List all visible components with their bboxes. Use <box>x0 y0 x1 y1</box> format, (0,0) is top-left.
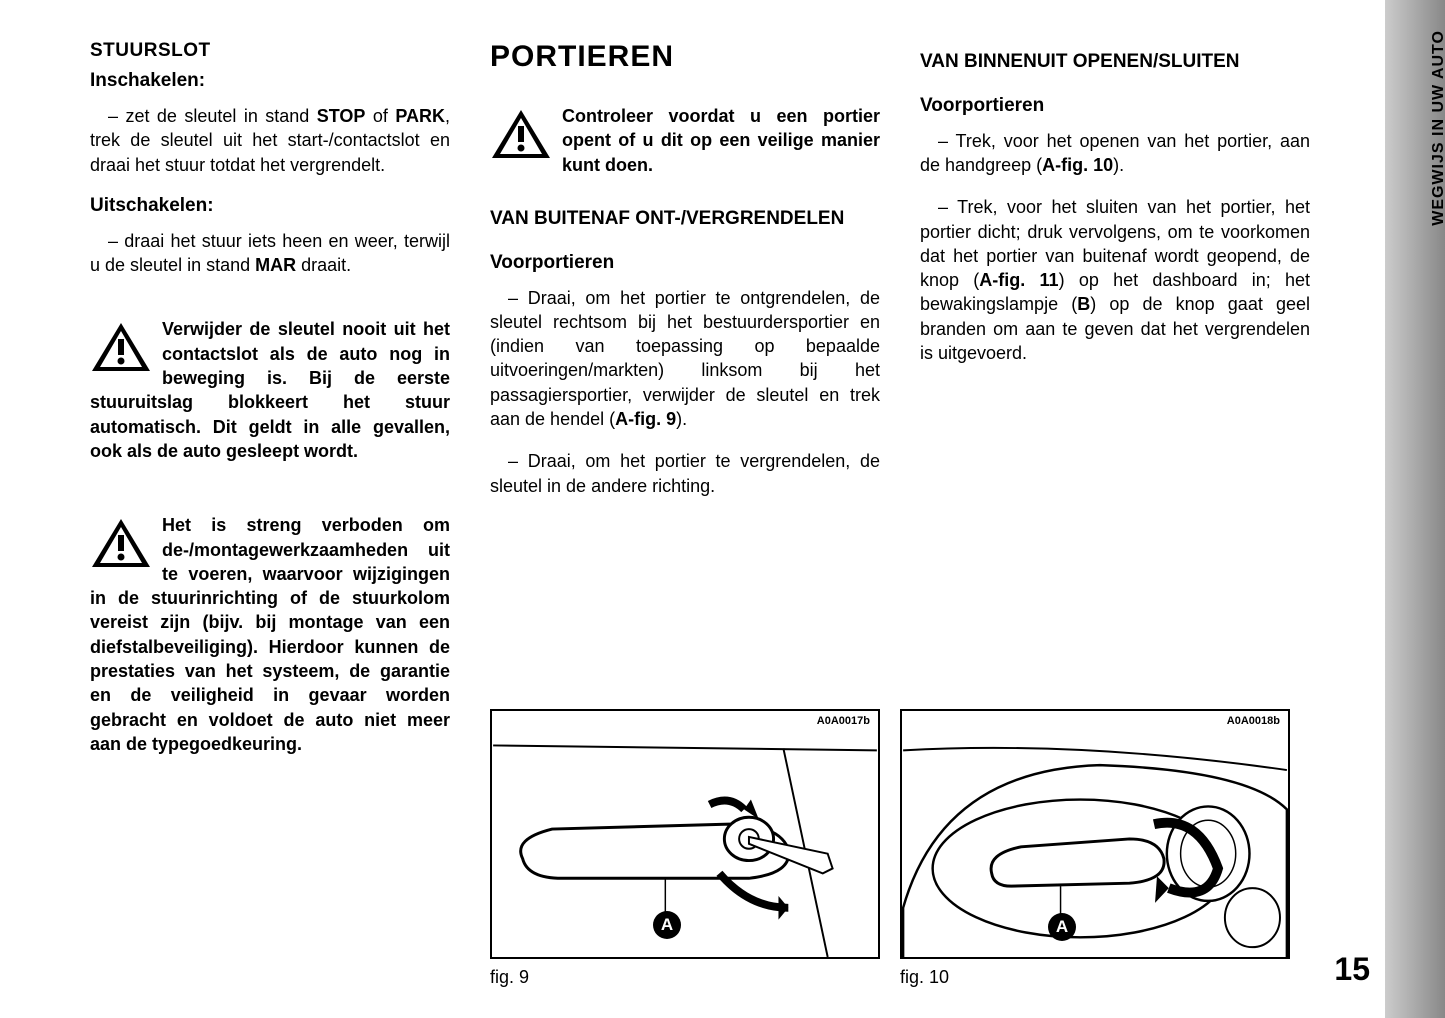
figure-9: A0A0017b A fig. 9 <box>490 709 880 988</box>
text: ). <box>676 409 687 429</box>
figure-9-box: A0A0017b A <box>490 709 880 959</box>
text-bold: STOP <box>317 106 366 126</box>
section-title-portieren: PORTIEREN <box>490 40 880 74</box>
side-tab: WEGWIJS IN UW AUTO <box>1385 0 1445 1018</box>
para-openen: – Trek, voor het openen van het portier,… <box>920 129 1310 178</box>
figure-10-box: A0A0018b A <box>900 709 1290 959</box>
heading-binnenuit: VAN BINNENUIT OPENEN/SLUITEN <box>920 50 1310 75</box>
text: ). <box>1113 155 1124 175</box>
figure-9-code: A0A0017b <box>817 715 870 727</box>
page-number: 15 <box>1334 951 1370 988</box>
warning-box-2: Het is streng verboden om de-/montagewer… <box>90 513 450 756</box>
heading-buitenaf: VAN BUITENAF ONT-/VER­GRENDELEN <box>490 207 880 232</box>
para-sluiten: – Trek, voor het sluiten van het portier… <box>920 195 1310 365</box>
warning-box-3: Controleer voordat u een portier opent o… <box>490 104 880 177</box>
subhead-inschakelen: Inschakelen: <box>90 70 450 92</box>
door-handle-interior-illustration <box>902 711 1288 957</box>
text-bold: A-fig. 9 <box>615 409 676 429</box>
text-bold: A-fig. 10 <box>1042 155 1113 175</box>
warning-triangle-icon <box>490 108 552 162</box>
side-tab-label: WEGWIJS IN UW AUTO <box>1430 30 1445 226</box>
figure-10-caption: fig. 10 <box>900 967 1290 988</box>
figure-10: A0A0018b A fig. 10 <box>900 709 1290 988</box>
text-bold: A-fig. 11 <box>979 270 1058 290</box>
text: draait. <box>296 255 351 275</box>
para-ontgrendelen: – Draai, om het portier te ontgrendelen,… <box>490 286 880 432</box>
callout-a: A <box>653 911 681 939</box>
text-bold: PARK <box>395 106 445 126</box>
subhead-voorportieren: Voorportieren <box>490 252 880 274</box>
figure-9-caption: fig. 9 <box>490 967 880 988</box>
para-vergrendelen: – Draai, om het portier te vergrendelen,… <box>490 449 880 498</box>
subhead-uitschakelen: Uitschakelen: <box>90 195 450 217</box>
text: – zet de sleutel in stand <box>108 106 317 126</box>
subhead-voorportieren-2: Voorportieren <box>920 95 1310 117</box>
warning-triangle-icon <box>90 517 152 571</box>
text: – Draai, om het portier te ontgrendelen,… <box>490 288 880 429</box>
text: of <box>365 106 395 126</box>
warning-triangle-icon <box>90 321 152 375</box>
text-bold: B <box>1077 294 1090 314</box>
figures-row: A0A0017b A fig. 9 <box>490 709 1290 988</box>
heading-stuurslot: STUURSLOT <box>90 40 450 62</box>
column-1: STUURSLOT Inschakelen: – zet de sleutel … <box>90 40 450 988</box>
para-uitschakelen: – draai het stuur iets heen en weer, ter… <box>90 229 450 278</box>
text-bold: MAR <box>255 255 296 275</box>
figure-10-code: A0A0018b <box>1227 715 1280 727</box>
door-handle-exterior-illustration <box>492 711 878 957</box>
manual-page: STUURSLOT Inschakelen: – zet de sleutel … <box>0 0 1445 1018</box>
para-inschakelen: – zet de sleutel in stand STOP of PARK, … <box>90 104 450 177</box>
callout-a: A <box>1048 913 1076 941</box>
warning-box-1: Verwijder de sleutel nooit uit het conta… <box>90 317 450 463</box>
